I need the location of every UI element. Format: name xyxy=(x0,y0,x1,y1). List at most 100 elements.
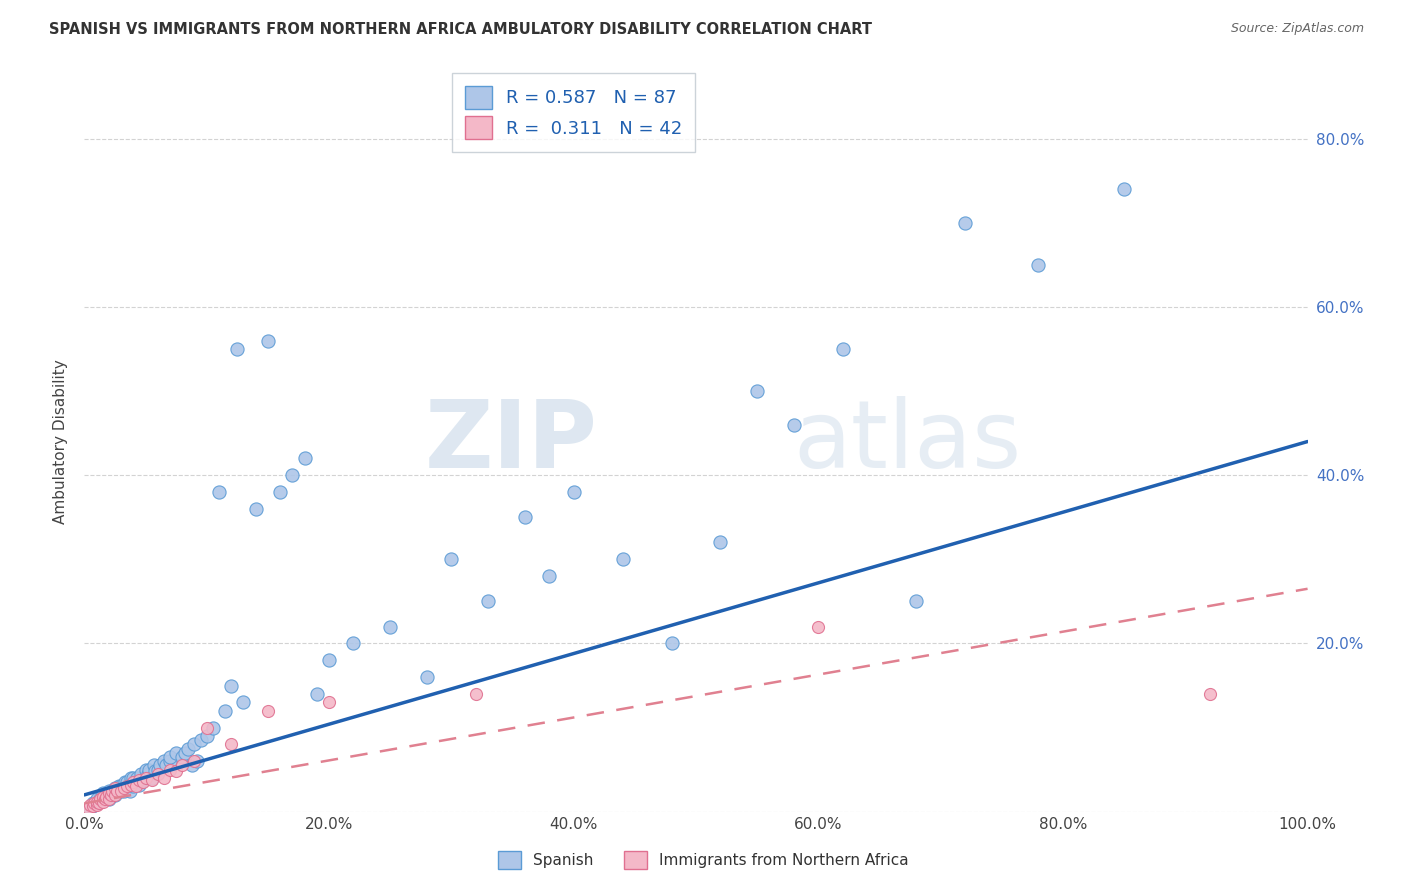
Point xyxy=(831,342,853,356)
Legend: Spanish, Immigrants from Northern Africa: Spanish, Immigrants from Northern Africa xyxy=(492,845,914,875)
Point xyxy=(110,783,132,797)
Point xyxy=(93,792,115,806)
Point xyxy=(114,775,136,789)
Point xyxy=(100,788,122,802)
Point xyxy=(105,783,128,797)
Point xyxy=(120,778,142,792)
Point xyxy=(138,763,160,777)
Point xyxy=(226,342,249,356)
Point xyxy=(135,771,157,785)
Point xyxy=(104,781,127,796)
Y-axis label: Ambulatory Disability: Ambulatory Disability xyxy=(52,359,67,524)
Point xyxy=(747,384,769,398)
Point xyxy=(380,619,402,633)
Point xyxy=(159,763,181,777)
Point xyxy=(112,781,135,796)
Point xyxy=(172,758,194,772)
Point xyxy=(120,771,142,785)
Point xyxy=(342,636,364,650)
Point xyxy=(122,771,145,785)
Point xyxy=(107,780,129,794)
Point xyxy=(96,788,118,802)
Point xyxy=(129,767,152,781)
Point xyxy=(953,216,976,230)
Point xyxy=(115,775,138,789)
Point xyxy=(105,783,128,797)
Point xyxy=(165,746,187,760)
Point xyxy=(82,797,104,811)
Point xyxy=(101,783,124,797)
Point xyxy=(146,763,169,777)
Point xyxy=(440,552,463,566)
Point xyxy=(86,795,108,809)
Point xyxy=(159,754,181,768)
Point xyxy=(165,764,187,779)
Point xyxy=(269,485,291,500)
Point xyxy=(416,670,439,684)
Point xyxy=(101,783,124,797)
Point xyxy=(87,797,110,811)
Point xyxy=(232,695,254,709)
Point xyxy=(183,754,205,768)
Point xyxy=(155,758,177,772)
Point xyxy=(110,783,132,797)
Point xyxy=(257,704,280,718)
Point xyxy=(122,780,145,794)
Point xyxy=(125,775,148,789)
Text: ZIP: ZIP xyxy=(425,395,598,488)
Point xyxy=(87,795,110,809)
Point xyxy=(132,772,155,787)
Point xyxy=(318,695,340,709)
Point xyxy=(112,783,135,797)
Point xyxy=(153,771,176,785)
Point xyxy=(1114,182,1136,196)
Point xyxy=(97,792,120,806)
Point xyxy=(89,792,111,806)
Point xyxy=(807,619,830,633)
Point xyxy=(195,729,218,743)
Point xyxy=(91,795,114,809)
Point xyxy=(219,738,242,752)
Point xyxy=(77,800,100,814)
Point xyxy=(125,771,148,785)
Point xyxy=(115,780,138,794)
Point xyxy=(186,754,208,768)
Point xyxy=(149,758,172,772)
Point xyxy=(477,594,499,608)
Point xyxy=(115,780,138,794)
Point xyxy=(135,763,157,777)
Point xyxy=(612,552,634,566)
Point xyxy=(257,334,280,348)
Point xyxy=(181,758,204,772)
Point xyxy=(91,789,114,804)
Point xyxy=(173,746,195,760)
Point xyxy=(91,786,114,800)
Point xyxy=(128,778,150,792)
Point xyxy=(136,767,159,781)
Point xyxy=(86,792,108,806)
Point xyxy=(143,758,166,772)
Point xyxy=(153,754,176,768)
Point xyxy=(91,789,114,804)
Point xyxy=(122,775,145,789)
Point xyxy=(172,750,194,764)
Point xyxy=(318,653,340,667)
Point xyxy=(219,679,242,693)
Point xyxy=(82,798,104,813)
Point xyxy=(464,687,486,701)
Legend: R = 0.587   N = 87, R =  0.311   N = 42: R = 0.587 N = 87, R = 0.311 N = 42 xyxy=(453,73,695,152)
Point xyxy=(905,594,928,608)
Point xyxy=(208,485,231,500)
Text: SPANISH VS IMMIGRANTS FROM NORTHERN AFRICA AMBULATORY DISABILITY CORRELATION CHA: SPANISH VS IMMIGRANTS FROM NORTHERN AFRI… xyxy=(49,22,872,37)
Point xyxy=(146,767,169,781)
Point xyxy=(104,788,127,802)
Text: atlas: atlas xyxy=(794,395,1022,488)
Point xyxy=(141,771,163,785)
Point xyxy=(79,800,101,814)
Point xyxy=(513,510,536,524)
Point xyxy=(177,741,200,756)
Point xyxy=(125,780,148,794)
Point xyxy=(89,792,111,806)
Point xyxy=(538,569,561,583)
Point xyxy=(562,485,585,500)
